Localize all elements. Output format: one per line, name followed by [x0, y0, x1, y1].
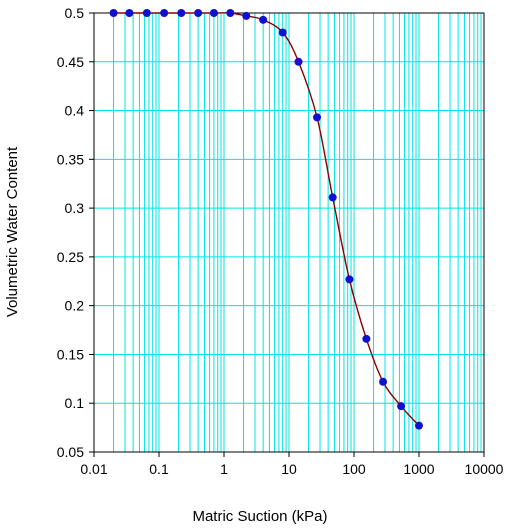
x-axis-label: Matric Suction (kPa): [192, 508, 327, 525]
y-tick-label: 0.25: [57, 249, 84, 265]
data-point: [242, 11, 251, 20]
data-point: [194, 9, 203, 17]
data-point: [142, 9, 151, 17]
data-point: [226, 9, 235, 17]
data-point: [362, 334, 371, 343]
y-tick-label: 0.15: [57, 346, 84, 362]
y-tick-label: 0.3: [65, 200, 85, 216]
data-point: [209, 9, 218, 17]
axis-ticks: [89, 12, 485, 457]
grid-lines: [93, 12, 484, 453]
data-point: [109, 9, 118, 17]
y-tick-label: 0.2: [65, 298, 85, 314]
x-tick-label: 10: [281, 461, 297, 477]
x-tick-label: 0.1: [149, 461, 169, 477]
data-point: [415, 421, 423, 430]
x-tick-label: 1: [220, 461, 228, 477]
y-tick-label: 0.05: [57, 444, 84, 460]
x-tick-label: 0.01: [80, 461, 107, 477]
x-tick-label: 10000: [465, 461, 504, 477]
y-axis-label: Volumetric Water Content: [4, 146, 21, 317]
data-point: [294, 57, 303, 66]
y-tick-label: 0.1: [65, 395, 85, 411]
data-point: [397, 402, 406, 411]
y-tick-label: 0.45: [57, 54, 84, 70]
y-tick-labels: 0.05 0.1 0.15 0.2 0.25 0.3 0.35 0.4 0.45 0.5: [57, 5, 84, 460]
data-point: [345, 275, 354, 284]
data-point: [125, 9, 134, 17]
data-point: [379, 377, 388, 386]
data-point: [313, 113, 322, 122]
data-point: [278, 28, 287, 37]
x-tick-labels: 0.01 0.1 1 10 100 1000 10000: [80, 461, 503, 477]
y-tick-label: 0.35: [57, 151, 84, 167]
data-point: [259, 15, 268, 24]
data-point: [177, 9, 186, 17]
data-point: [328, 193, 337, 202]
data-point: [160, 9, 169, 17]
y-tick-label: 0.4: [65, 103, 85, 119]
y-tick-label: 0.5: [65, 5, 85, 21]
x-tick-label: 100: [342, 461, 366, 477]
x-tick-label: 1000: [403, 461, 434, 477]
data-points: [109, 9, 423, 430]
